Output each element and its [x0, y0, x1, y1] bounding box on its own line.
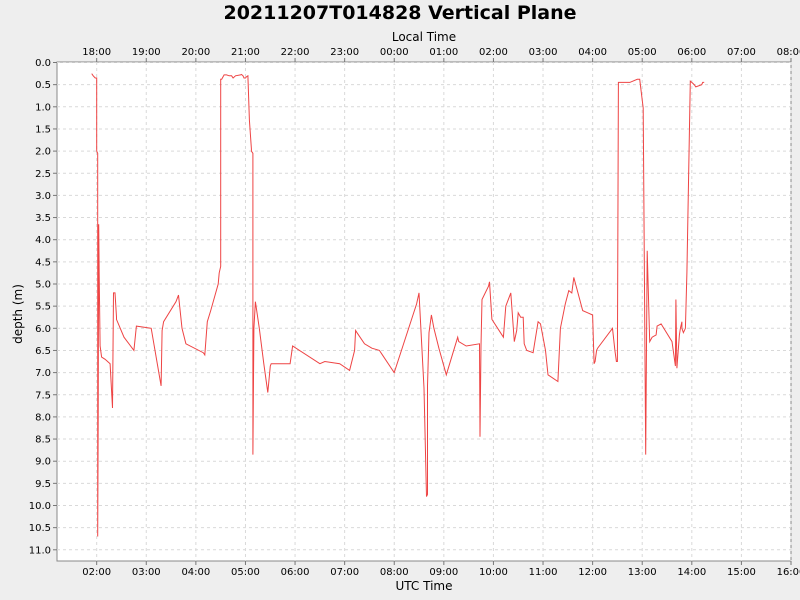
x-tick-label: 16:00	[777, 567, 800, 578]
y-tick-label: 4.5	[35, 257, 51, 268]
y-tick-label: 9.5	[35, 479, 51, 490]
y-tick-label: 9.0	[35, 457, 51, 468]
x2-tick-label: 08:00	[777, 47, 800, 58]
y-tick-label: 6.0	[35, 324, 51, 335]
x2-tick-label: 22:00	[281, 47, 310, 58]
x-tick-label: 07:00	[330, 567, 359, 578]
depth-series-line	[91, 73, 705, 537]
x-tick-label: 15:00	[727, 567, 756, 578]
x-tick-label: 04:00	[181, 567, 210, 578]
x2-tick-label: 04:00	[578, 47, 607, 58]
x-tick-label: 05:00	[231, 567, 260, 578]
x2-tick-label: 18:00	[82, 47, 111, 58]
y-tick-label: 5.0	[35, 280, 51, 291]
depth-axis-label: depth (m)	[11, 284, 25, 344]
x2-tick-label: 07:00	[727, 47, 756, 58]
x-tick-label: 14:00	[677, 567, 706, 578]
y-tick-label: 1.5	[35, 124, 51, 135]
y-tick-label: 2.5	[35, 169, 51, 180]
local-time-ticks: 18:00 19:00 20:00 21:00 22:00 23:00 00:00 01:00…	[82, 47, 800, 62]
x-tick-label: 02:00	[82, 567, 111, 578]
x-tick-label: 13:00	[628, 567, 657, 578]
x-tick-label: 11:00	[529, 567, 558, 578]
y-tick-label: 1.0	[35, 102, 51, 113]
local-time-axis-label: Local Time	[392, 30, 456, 44]
y-tick-label: 8.0	[35, 412, 51, 423]
x2-tick-label: 23:00	[330, 47, 359, 58]
x-tick-label: 09:00	[429, 567, 458, 578]
y-tick-label: 0.0	[35, 58, 51, 69]
chart-title: 20211207T014828 Vertical Plane	[223, 2, 576, 24]
x-tick-label: 06:00	[281, 567, 310, 578]
y-tick-label: 8.5	[35, 435, 51, 446]
y-tick-label: 3.5	[35, 213, 51, 224]
x2-tick-label: 03:00	[529, 47, 558, 58]
x2-tick-label: 01:00	[429, 47, 458, 58]
utc-time-ticks: 02:00 03:00 04:00 05:00 06:00 07:00 08:00 09:00…	[82, 561, 800, 578]
y-tick-label: 4.0	[35, 235, 51, 246]
x2-tick-label: 05:00	[628, 47, 657, 58]
y-tick-label: 3.0	[35, 191, 51, 202]
y-tick-label: 7.0	[35, 368, 51, 379]
plot-area	[56, 61, 792, 562]
y-tick-label: 5.5	[35, 302, 51, 313]
y-tick-label: 11.0	[29, 545, 51, 556]
x2-tick-label: 21:00	[231, 47, 260, 58]
x-tick-label: 08:00	[380, 567, 409, 578]
y-tick-label: 10.0	[29, 501, 51, 512]
y-tick-label: 10.5	[29, 523, 51, 534]
y-tick-label: 6.5	[35, 346, 51, 357]
x2-tick-label: 20:00	[181, 47, 210, 58]
x2-tick-label: 06:00	[677, 47, 706, 58]
utc-time-axis-label: UTC Time	[396, 579, 453, 593]
y-tick-label: 0.5	[35, 80, 51, 91]
x2-tick-label: 19:00	[132, 47, 161, 58]
y-tick-label: 2.0	[35, 147, 51, 158]
y-tick-label: 7.5	[35, 390, 51, 401]
x2-tick-label: 00:00	[380, 47, 409, 58]
grid-lines	[57, 62, 792, 561]
x-tick-label: 12:00	[578, 567, 607, 578]
x2-tick-label: 02:00	[479, 47, 508, 58]
depth-ticks: 0.0 0.5 1.0 1.5 2.0 2.5 3.0 3.5 4.0 4.5 5.0 5.5 6.0 6…	[29, 58, 57, 556]
x-tick-label: 03:00	[132, 567, 161, 578]
x-tick-label: 10:00	[479, 567, 508, 578]
